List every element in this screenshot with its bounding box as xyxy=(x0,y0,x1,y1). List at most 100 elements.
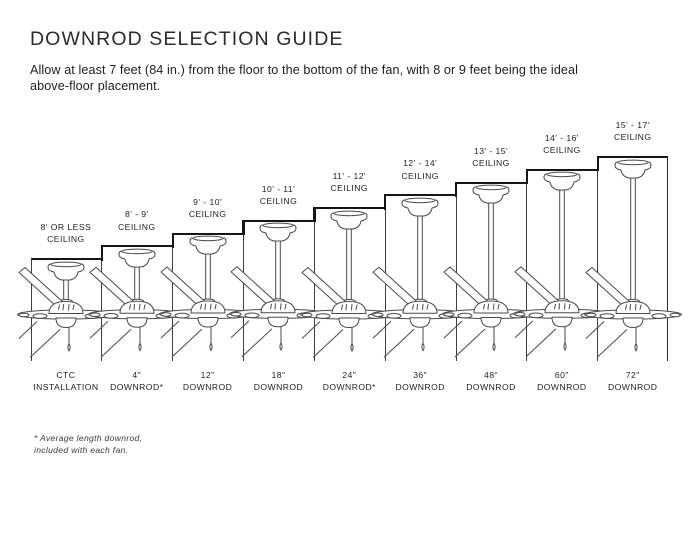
step-riser xyxy=(596,156,599,172)
ceiling-word: CEILING xyxy=(401,170,439,181)
ceiling-range: 10' - 11' xyxy=(261,183,296,194)
footnote-line-2: included with each fan. xyxy=(34,445,129,455)
motor-vents xyxy=(483,303,500,310)
canopy xyxy=(47,263,85,280)
downrod-size: 60" xyxy=(554,370,569,380)
downrod xyxy=(346,228,353,302)
ceiling-label-9: 15' - 17' CEILING xyxy=(588,119,677,144)
ceiling-range: 8' - 9' xyxy=(124,209,149,220)
canopy xyxy=(118,250,156,268)
canopy xyxy=(614,161,652,178)
ceiling-range: 12' - 14' xyxy=(403,158,438,169)
motor-housing xyxy=(402,300,438,314)
downrod-label-6: 36" DOWNROD xyxy=(376,369,465,394)
room-step-5 xyxy=(313,207,385,361)
downrod-size: 72" xyxy=(625,370,640,380)
motor-housing xyxy=(48,300,84,314)
ceiling-label-7: 13' - 15' CEILING xyxy=(447,145,536,170)
canopy xyxy=(543,173,581,191)
downrod-label-1: CTC INSTALLATION xyxy=(22,369,111,394)
bottom-cap xyxy=(197,317,219,328)
blade-iron-left xyxy=(103,312,119,319)
motor-housing xyxy=(190,300,226,314)
ceiling-fan-illustration xyxy=(583,159,682,358)
ceiling-range: 13' - 15' xyxy=(473,145,509,156)
blade-iron-left xyxy=(32,312,48,319)
downrod-label-5: 24" DOWNROD* xyxy=(305,369,394,394)
step-riser xyxy=(384,194,387,210)
downrod xyxy=(133,266,140,302)
pull-chain-fob xyxy=(350,342,354,351)
downrod xyxy=(417,215,423,302)
ceiling-word: CEILING xyxy=(117,221,156,232)
downrod-size: 48" xyxy=(484,370,498,380)
downrod-word: INSTALLATION xyxy=(33,382,99,393)
step-riser xyxy=(171,232,174,248)
ceiling-label-8: 14' - 16' CEILING xyxy=(517,132,606,157)
ceiling-word: CEILING xyxy=(259,196,298,207)
downrod-label-8: 60" DOWNROD xyxy=(517,369,606,394)
step-riser xyxy=(100,245,104,261)
intro-line-2: above-floor placement. xyxy=(30,79,161,93)
bottom-cap xyxy=(338,317,360,328)
fan-illustration-wrap xyxy=(228,222,328,366)
fan-illustration-wrap xyxy=(370,197,470,366)
downrod-word: DOWNROD xyxy=(537,382,587,393)
blade-iron-left xyxy=(174,312,190,319)
pull-chain-fob xyxy=(421,342,425,351)
ceiling-label-3: 9' - 10' CEILING xyxy=(163,196,252,221)
ceiling-fan-illustration xyxy=(371,197,470,358)
downrod-word: DOWNROD xyxy=(395,382,445,393)
motor-housing xyxy=(119,300,155,314)
downrod xyxy=(629,177,636,302)
page-title: DOWNROD SELECTION GUIDE xyxy=(30,28,344,50)
motor-housing xyxy=(260,300,296,314)
ceiling-label-2: 8' - 9' CEILING xyxy=(92,208,181,233)
ceiling-word: CEILING xyxy=(330,183,369,194)
motor-vents xyxy=(412,303,429,310)
ceiling-word: CEILING xyxy=(543,145,581,156)
canopy xyxy=(189,237,227,255)
fan-illustration-wrap xyxy=(16,261,116,367)
footnote-line-1: * Average length downrod, xyxy=(34,433,143,443)
downrod xyxy=(559,189,565,302)
downrod-word: DOWNROD xyxy=(182,382,233,393)
bottom-cap xyxy=(126,317,148,328)
step-riser xyxy=(313,207,316,223)
footnote: * Average length downrod, included with … xyxy=(34,432,142,456)
blade-iron-left xyxy=(599,312,615,319)
downrod-word: DOWNROD xyxy=(253,382,304,393)
motor-housing xyxy=(544,300,580,314)
downrod xyxy=(488,202,494,302)
downrod xyxy=(204,253,211,302)
room-step-8 xyxy=(526,168,598,361)
room-step-3 xyxy=(172,232,244,361)
blade-iron-left xyxy=(244,312,260,319)
motor-vents xyxy=(341,303,358,310)
downrod-size: 36" xyxy=(413,370,428,380)
pull-chain-fob xyxy=(138,342,142,351)
downrod-label-3: 12" DOWNROD xyxy=(163,369,252,394)
pull-chain-fob xyxy=(209,342,213,351)
step-riser xyxy=(454,181,458,197)
bottom-cap xyxy=(480,317,502,328)
bottom-cap xyxy=(409,317,431,328)
pull-chain-fob xyxy=(634,342,638,351)
ceiling-label-4: 10' - 11' CEILING xyxy=(234,183,323,208)
blade-iron-left xyxy=(457,312,473,319)
ceiling-range: 11' - 12' xyxy=(332,171,367,181)
motor-vents xyxy=(553,303,571,310)
motor-vents xyxy=(128,303,146,310)
pull-chain-fob xyxy=(492,342,496,351)
ceiling-range: 9' - 10' xyxy=(193,196,223,207)
room-step-4 xyxy=(243,219,314,361)
ceiling-label-1: 8' OR LESS CEILING xyxy=(22,221,111,246)
canopy xyxy=(401,199,439,217)
pull-chain-fob xyxy=(563,342,567,351)
downrod-label-9: 72" DOWNROD xyxy=(588,369,677,394)
downrod-size: 4" xyxy=(132,370,142,380)
canopy xyxy=(472,186,510,204)
bottom-cap xyxy=(551,317,573,328)
